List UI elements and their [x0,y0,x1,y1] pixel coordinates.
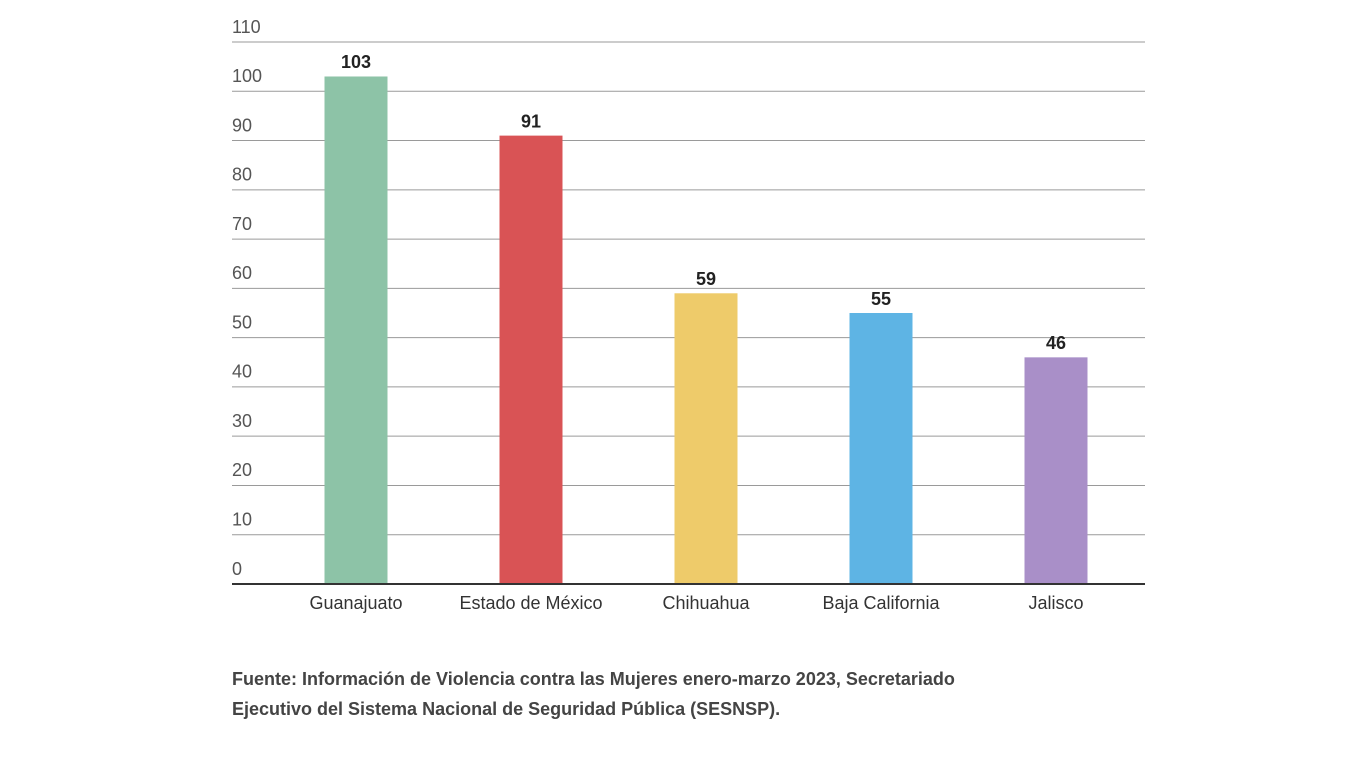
y-tick-label: 40 [232,362,252,382]
bar [324,76,388,584]
y-tick-label: 0 [232,559,242,579]
y-tick-label: 50 [232,312,252,332]
x-tick-label: Jalisco [1028,593,1083,613]
value-label: 103 [341,52,371,72]
bar [499,135,563,585]
bar [849,313,913,584]
y-tick-label: 70 [232,214,252,234]
source-line: Ejecutivo del Sistema Nacional de Seguri… [232,699,780,719]
y-tick-label: 80 [232,165,252,185]
bar [674,293,738,584]
y-tick-label: 100 [232,66,262,86]
x-tick-label: Chihuahua [662,593,750,613]
value-label: 55 [871,289,891,309]
y-tick-label: 10 [232,509,252,529]
value-label: 91 [521,111,541,131]
y-tick-label: 110 [232,17,261,37]
y-tick-label: 60 [232,263,252,283]
y-tick-label: 30 [232,411,252,431]
x-tick-label: Guanajuato [309,593,402,613]
source-line: Fuente: Información de Violencia contra … [232,669,955,689]
y-tick-label: 90 [232,115,252,135]
value-label: 46 [1046,333,1066,353]
x-tick-label: Baja California [822,593,940,613]
bar [1024,357,1088,584]
value-label: 59 [696,269,716,289]
y-tick-label: 20 [232,460,252,480]
x-tick-label: Estado de México [459,593,602,613]
